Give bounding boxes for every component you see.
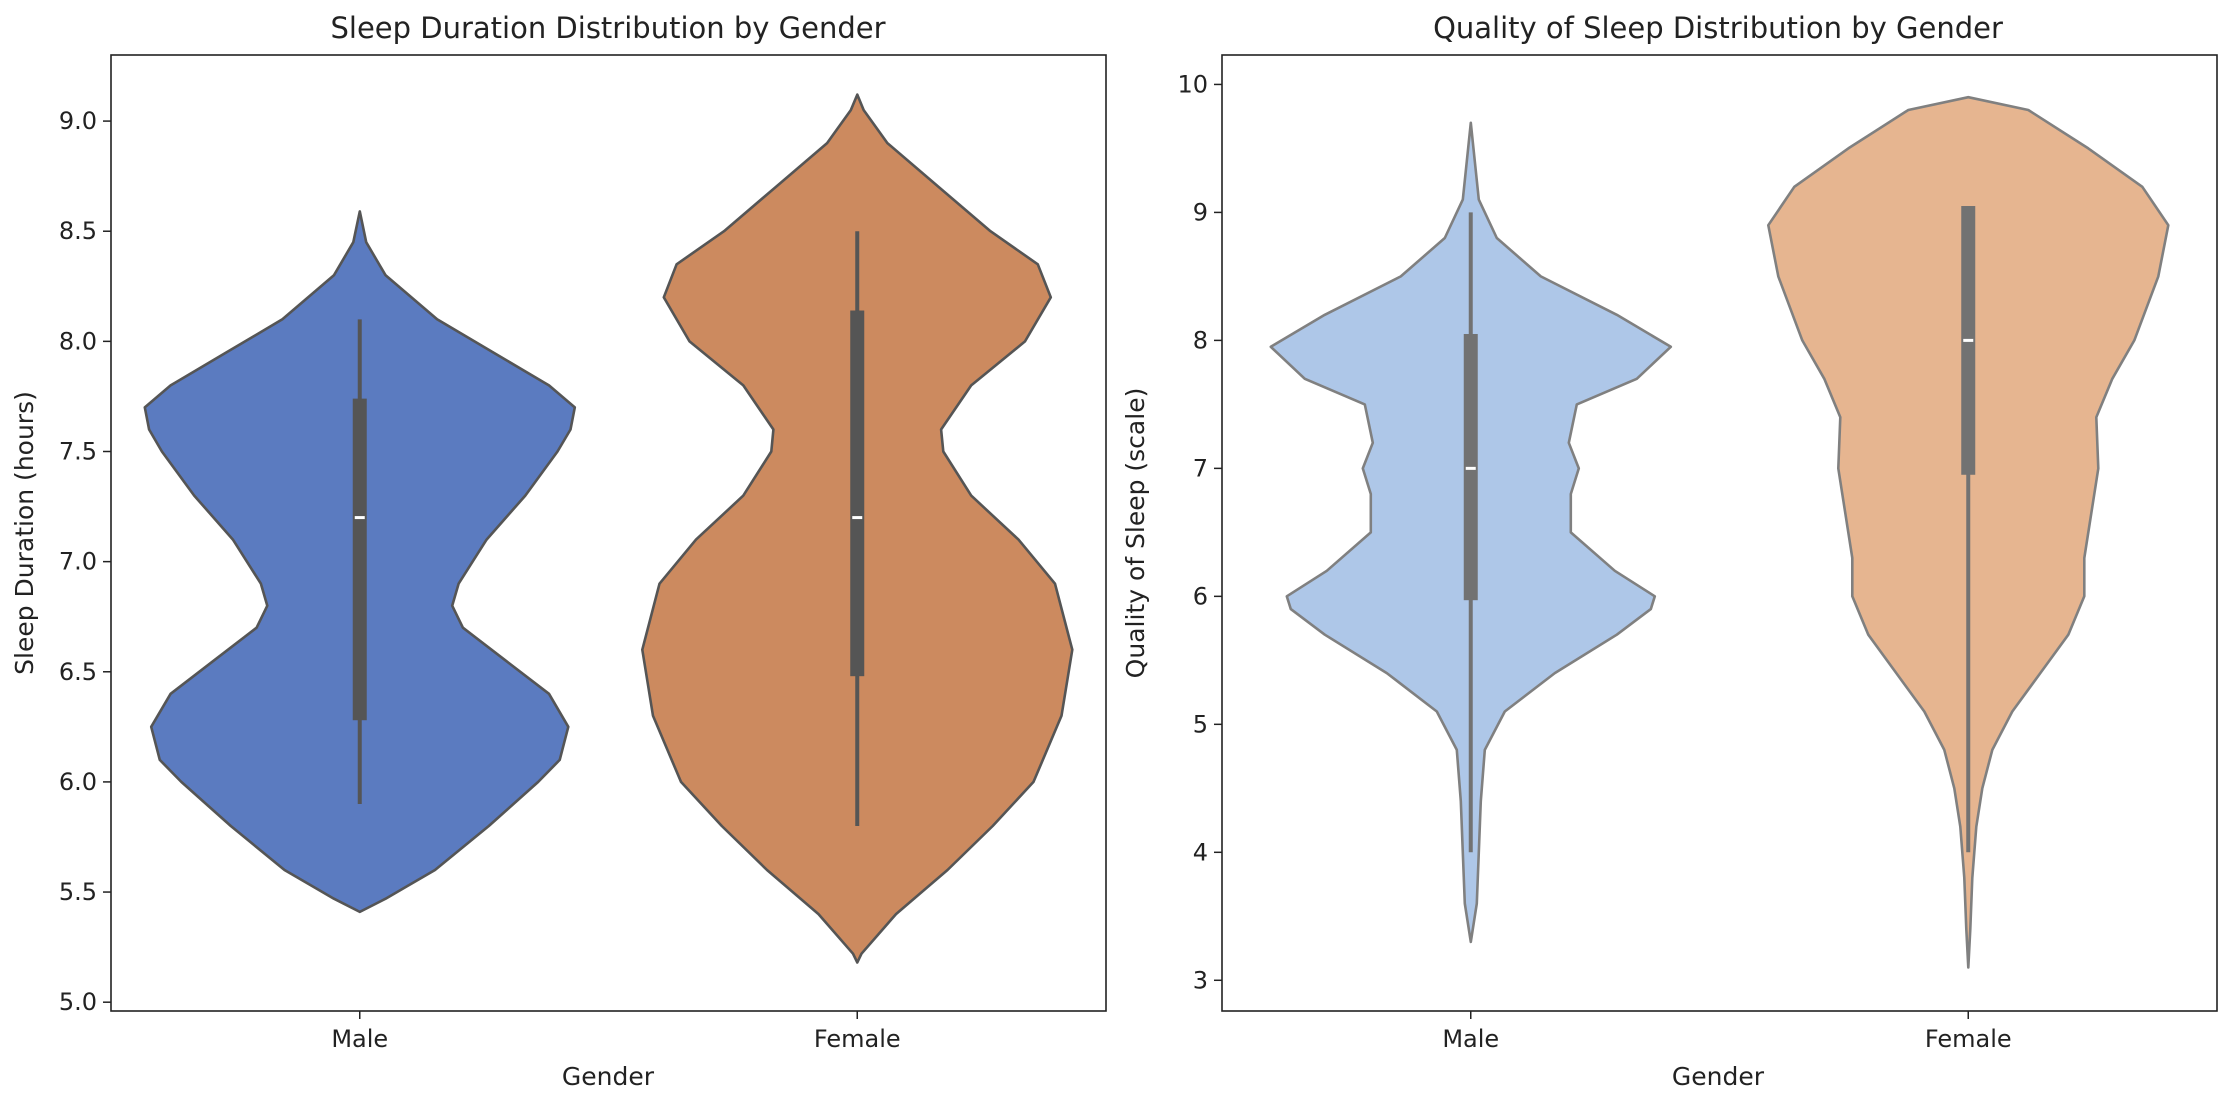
violin-layer [143, 93, 1074, 964]
y-tick-label: 7 [1193, 454, 1208, 482]
y-tick-label: 5.0 [59, 988, 97, 1016]
y-tick-label: 5.5 [59, 878, 97, 906]
panel-quality-of-sleep: Quality of Sleep Distribution by Gender … [1121, 11, 2218, 1091]
x-tick-label: Female [814, 1025, 901, 1053]
violin-iqr-box-male [352, 398, 367, 721]
y-tick-label: 7.5 [59, 437, 97, 465]
y-tick-label: 3 [1193, 966, 1208, 994]
panel-sleep-duration: Sleep Duration Distribution by Gender 5.… [10, 11, 1107, 1091]
y-tick-label: 8.0 [59, 327, 97, 355]
y-tick-label: 9.0 [59, 107, 97, 135]
x-tick-label: Male [331, 1025, 388, 1053]
violin-iqr-box-female [850, 310, 865, 677]
violin-layer [1269, 95, 2170, 969]
chart-title: Quality of Sleep Distribution by Gender [1433, 11, 2003, 45]
y-tick-label: 6 [1193, 582, 1208, 610]
x-ticks: Male Female [1442, 1011, 2012, 1053]
y-tick-label: 9 [1193, 198, 1208, 226]
y-axis-label: Sleep Duration (hours) [10, 391, 39, 675]
x-axis-label: Gender [562, 1062, 655, 1091]
y-tick-label: 8.5 [59, 217, 97, 245]
chart-title: Sleep Duration Distribution by Gender [330, 11, 885, 45]
plot-frame [1221, 54, 2218, 1012]
x-tick-label: Female [1925, 1025, 2012, 1053]
y-gridless-ticks: 5.0 5.5 6.0 6.5 7.0 7.5 8.0 8.5 9.0 [59, 107, 111, 1016]
x-tick-label: Male [1442, 1025, 1499, 1053]
y-tick-label: 10 [1177, 70, 1208, 98]
y-gridless-ticks: 3 4 5 6 7 8 9 10 [1177, 70, 1222, 994]
y-tick-label: 5 [1193, 710, 1208, 738]
plot-frame [110, 54, 1107, 1012]
x-ticks: Male Female [331, 1011, 901, 1053]
y-tick-label: 6.5 [59, 658, 97, 686]
y-axis-label: Quality of Sleep (scale) [1121, 388, 1150, 679]
x-axis-label: Gender [1672, 1062, 1765, 1091]
y-tick-label: 7.0 [59, 548, 97, 576]
y-tick-label: 8 [1193, 326, 1208, 354]
y-tick-label: 6.0 [59, 768, 97, 796]
y-tick-label: 4 [1193, 838, 1208, 866]
